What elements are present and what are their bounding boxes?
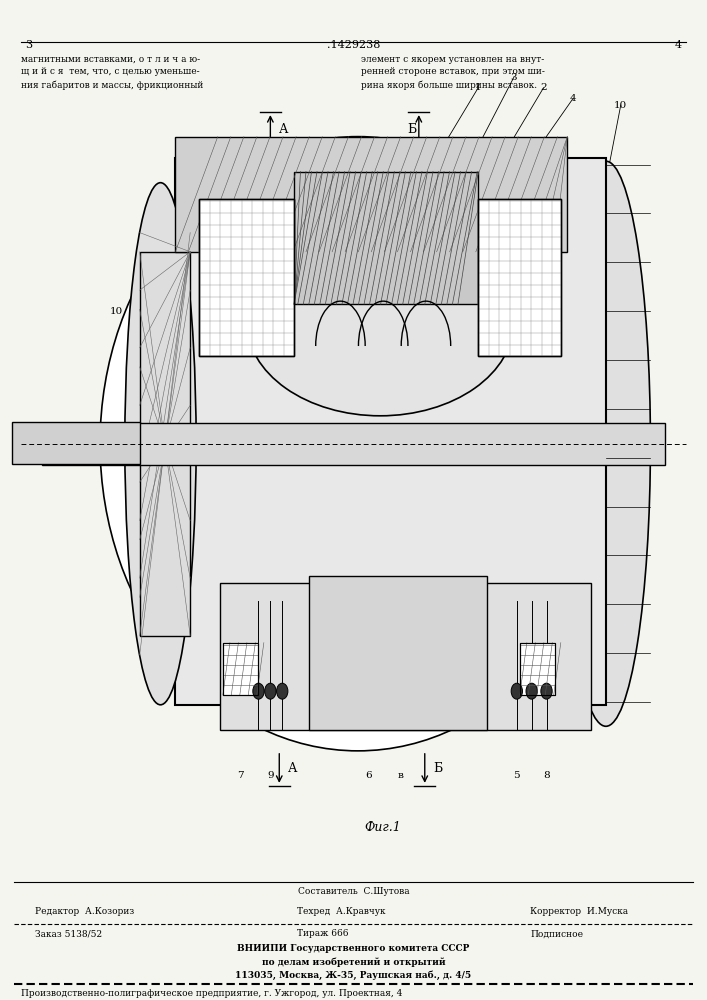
Text: Заказ 5138/52: Заказ 5138/52 xyxy=(35,929,103,938)
Text: Б: Б xyxy=(433,762,443,775)
Text: 9: 9 xyxy=(267,771,274,780)
Bar xyxy=(478,199,561,356)
Text: 10: 10 xyxy=(614,101,627,110)
Circle shape xyxy=(253,683,264,699)
Text: 4: 4 xyxy=(570,94,576,103)
Text: Б: Б xyxy=(407,123,416,136)
Text: в: в xyxy=(398,771,404,780)
Ellipse shape xyxy=(125,183,196,705)
Text: Фиг.1: Фиг.1 xyxy=(365,821,402,834)
Text: 10: 10 xyxy=(110,307,122,316)
Text: элемент с якорем установлен на внут-
ренней стороне вставок, при этом ши-
рина я: элемент с якорем установлен на внут- рен… xyxy=(361,55,544,90)
Bar xyxy=(294,172,478,304)
Bar xyxy=(199,199,294,356)
Bar xyxy=(223,643,259,695)
Text: 113035, Москва, Ж-35, Раушская наб., д. 4/5: 113035, Москва, Ж-35, Раушская наб., д. … xyxy=(235,970,472,980)
Text: Тираж 666: Тираж 666 xyxy=(297,929,349,938)
Text: Подписное: Подписное xyxy=(530,929,583,938)
Bar xyxy=(223,643,259,695)
Bar xyxy=(520,643,556,695)
Bar xyxy=(140,252,190,636)
Text: Редактор  А.Козориз: Редактор А.Козориз xyxy=(35,907,134,916)
Bar xyxy=(520,643,556,695)
Circle shape xyxy=(526,683,537,699)
Text: Составитель  С.Шутова: Составитель С.Шутова xyxy=(298,887,409,896)
Bar xyxy=(42,423,665,465)
Text: 2: 2 xyxy=(540,83,547,92)
Bar xyxy=(175,158,606,705)
Text: Производственно-полиграфическое предприятие, г. Ужгород, ул. Проектная, 4: Производственно-полиграфическое предприя… xyxy=(21,989,402,998)
Ellipse shape xyxy=(247,227,514,416)
Text: 1: 1 xyxy=(475,83,481,92)
Bar xyxy=(220,583,591,730)
Bar xyxy=(309,576,487,730)
Circle shape xyxy=(276,683,288,699)
Text: 3: 3 xyxy=(510,73,517,82)
Text: 3: 3 xyxy=(25,40,32,50)
Text: А: А xyxy=(279,123,288,136)
Text: Техред  А.Кравчук: Техред А.Кравчук xyxy=(297,907,385,916)
Text: 5: 5 xyxy=(513,771,520,780)
Text: по делам изобретений и открытий: по делам изобретений и открытий xyxy=(262,957,445,967)
Circle shape xyxy=(264,683,276,699)
Bar xyxy=(199,199,294,356)
Circle shape xyxy=(511,683,522,699)
Text: магнитными вставками, о т л и ч а ю-
щ и й с я  тем, что, с целью уменьше-
ния г: магнитными вставками, о т л и ч а ю- щ и… xyxy=(21,55,204,90)
Text: Корректор  И.Муска: Корректор И.Муска xyxy=(530,907,629,916)
Text: 7: 7 xyxy=(238,771,244,780)
Ellipse shape xyxy=(561,161,650,726)
Bar xyxy=(478,199,561,356)
Text: .1429238: .1429238 xyxy=(327,40,380,50)
Circle shape xyxy=(541,683,552,699)
Text: 6: 6 xyxy=(365,771,372,780)
Ellipse shape xyxy=(100,137,616,751)
Text: А: А xyxy=(288,762,298,775)
Text: 8: 8 xyxy=(543,771,550,780)
Text: ВНИИПИ Государственного комитета СССР: ВНИИПИ Государственного комитета СССР xyxy=(238,944,469,953)
Bar xyxy=(12,422,140,464)
Text: 4: 4 xyxy=(675,40,682,50)
Bar xyxy=(175,137,567,252)
